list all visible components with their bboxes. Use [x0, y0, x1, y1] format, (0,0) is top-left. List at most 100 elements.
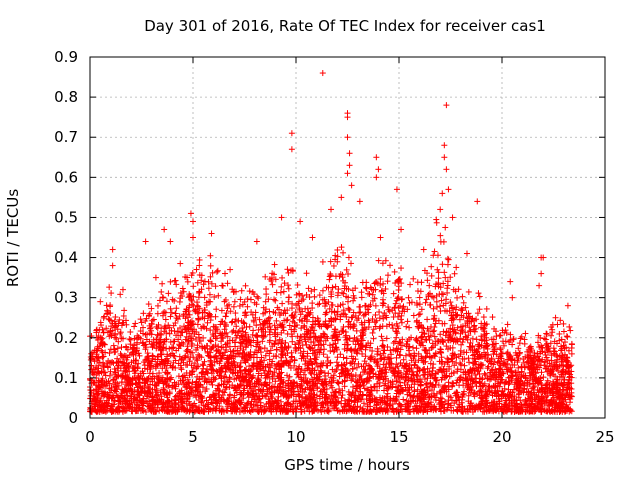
- data-point: [511, 336, 517, 342]
- data-point: [363, 279, 369, 285]
- data-point: [99, 354, 105, 360]
- data-point: [320, 259, 326, 265]
- data-point: [341, 354, 347, 360]
- data-point: [385, 272, 391, 278]
- data-point: [272, 298, 278, 304]
- data-point: [387, 262, 393, 268]
- data-point: [126, 336, 132, 342]
- data-point: [429, 273, 435, 279]
- data-point: [159, 281, 165, 287]
- data-point: [437, 331, 443, 337]
- data-point: [286, 286, 292, 292]
- data-point: [406, 295, 412, 301]
- data-point: [157, 297, 163, 303]
- data-point: [242, 309, 248, 315]
- data-point: [306, 285, 312, 291]
- data-point: [112, 346, 118, 352]
- data-point: [292, 358, 298, 364]
- data-point: [442, 224, 448, 230]
- data-point: [155, 311, 161, 317]
- data-point: [158, 289, 164, 295]
- data-point: [437, 233, 443, 239]
- data-point: [253, 333, 259, 339]
- data-point: [183, 348, 189, 354]
- data-point: [148, 306, 154, 312]
- data-point: [392, 269, 398, 275]
- data-point: [208, 339, 214, 345]
- data-point: [417, 295, 423, 301]
- data-point: [232, 299, 238, 305]
- data-point: [361, 409, 367, 415]
- data-point: [452, 271, 458, 277]
- data-point: [418, 383, 424, 389]
- data-point: [564, 333, 570, 339]
- data-point: [218, 319, 224, 325]
- data-point: [518, 335, 524, 341]
- data-point: [569, 341, 575, 347]
- data-point: [111, 343, 117, 349]
- data-point: [507, 332, 513, 338]
- data-point: [346, 255, 352, 261]
- data-point: [284, 372, 290, 378]
- data-point: [379, 333, 385, 339]
- data-point: [569, 351, 575, 357]
- data-point: [359, 294, 365, 300]
- data-point: [107, 350, 113, 356]
- data-point: [417, 301, 423, 307]
- data-point: [435, 275, 441, 281]
- data-point: [247, 288, 253, 294]
- data-point: [106, 284, 112, 290]
- data-point: [320, 288, 326, 294]
- data-point: [344, 267, 350, 273]
- data-point: [560, 321, 566, 327]
- data-point: [475, 290, 481, 296]
- data-point: [391, 291, 397, 297]
- data-point: [173, 305, 179, 311]
- data-point: [155, 303, 161, 309]
- data-point: [245, 296, 251, 302]
- data-point: [285, 317, 291, 323]
- data-point: [194, 267, 200, 273]
- data-point: [517, 340, 523, 346]
- data-point: [454, 295, 460, 301]
- data-point: [438, 308, 444, 314]
- data-point: [424, 316, 430, 322]
- data-point: [385, 278, 391, 284]
- data-point: [362, 303, 368, 309]
- data-point: [139, 320, 145, 326]
- data-point: [484, 306, 490, 312]
- data-point: [331, 263, 337, 269]
- data-point: [564, 334, 570, 340]
- data-point: [441, 239, 447, 245]
- data-point: [380, 281, 386, 287]
- data-point: [490, 314, 496, 320]
- data-point: [326, 277, 332, 283]
- data-point: [324, 354, 330, 360]
- data-point: [317, 301, 323, 307]
- data-point: [204, 320, 210, 326]
- data-point: [348, 260, 354, 266]
- data-point: [214, 269, 220, 275]
- data-point: [473, 383, 479, 389]
- data-point: [207, 253, 213, 259]
- data-point: [445, 256, 451, 262]
- data-point: [453, 264, 459, 270]
- data-point: [339, 395, 345, 401]
- data-point: [399, 320, 405, 326]
- data-point: [418, 288, 424, 294]
- data-point: [474, 336, 480, 342]
- data-point: [439, 261, 445, 267]
- data-point: [458, 342, 464, 348]
- data-point: [108, 290, 114, 296]
- data-point: [250, 327, 256, 333]
- data-point: [315, 302, 321, 308]
- data-point: [206, 285, 212, 291]
- data-point: [356, 304, 362, 310]
- data-point: [278, 290, 284, 296]
- data-point: [334, 354, 340, 360]
- data-point: [286, 294, 292, 300]
- data-point: [213, 306, 219, 312]
- data-point: [505, 321, 511, 327]
